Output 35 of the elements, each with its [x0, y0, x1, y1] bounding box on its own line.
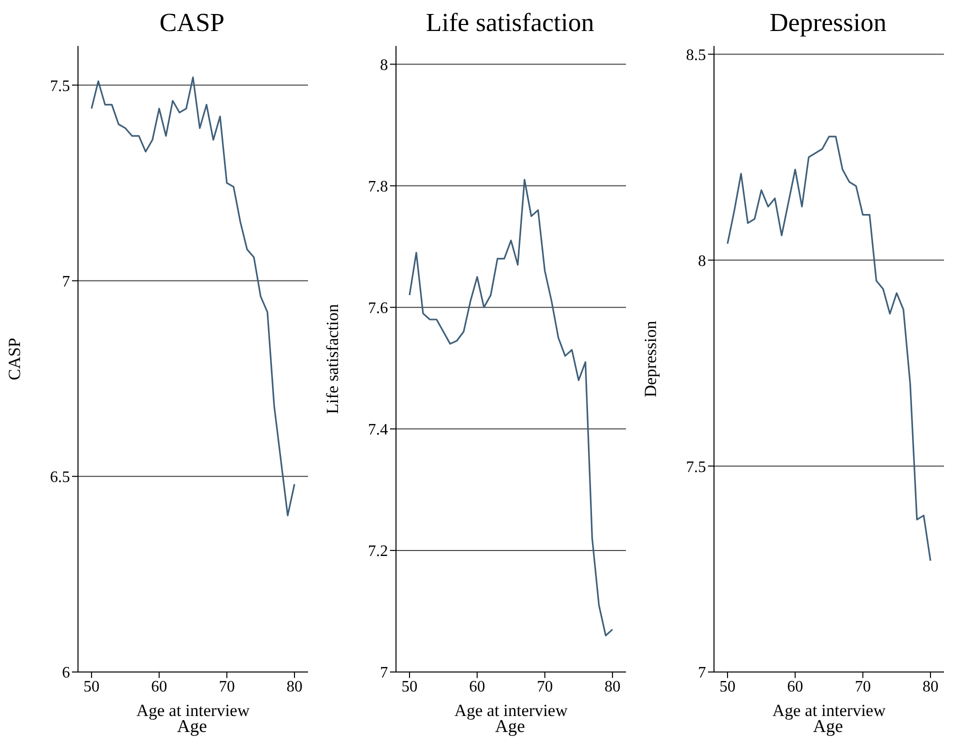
y-tick-label: 7.8	[368, 178, 388, 196]
x-tick-label: 70	[536, 678, 553, 696]
line-series	[726, 136, 932, 562]
y-tick-label: 7.2	[368, 543, 388, 560]
y-tick-label: 7.5	[686, 458, 706, 476]
y-tick-label: 8	[698, 252, 706, 270]
y-tick-label: 7	[698, 664, 706, 682]
y-tick-label: 7.4	[368, 422, 388, 439]
chart-title: CASP	[158, 8, 225, 39]
y-tick-label: 6.5	[50, 469, 70, 486]
y-tick-label: 7	[380, 664, 388, 682]
x-tick-label: 80	[286, 678, 302, 696]
x-tick-label: 60	[469, 678, 486, 696]
x-tick-label: 50	[84, 678, 100, 696]
y-axis-title: Life satisfaction	[323, 304, 342, 414]
y-axis-title: Depression	[641, 320, 660, 398]
y-tick-label: 8	[380, 56, 388, 74]
x-tick-label: 60	[787, 678, 804, 696]
y-tick-label: 7.6	[368, 300, 388, 318]
x-tick-label: 70	[854, 678, 871, 696]
x-tick-label: 50	[402, 678, 418, 696]
line-series	[90, 76, 296, 516]
y-tick-label: 8.5	[686, 46, 706, 64]
x-tick-label: 80	[604, 678, 620, 696]
y-axis-title: CASP	[5, 338, 24, 380]
x-tick-label: 70	[218, 678, 235, 696]
x-tick-label: 50	[720, 678, 736, 696]
y-tick-label: 6	[62, 664, 70, 682]
line-series	[408, 178, 614, 636]
y-tick-label: 7.5	[50, 78, 70, 95]
chart-title: Depression	[768, 8, 886, 39]
y-tick-label: 7	[62, 273, 70, 290]
x-tick-label: 60	[151, 678, 168, 696]
chart-title: Life satisfaction	[424, 8, 594, 39]
x-tick-label: 80	[922, 678, 938, 696]
